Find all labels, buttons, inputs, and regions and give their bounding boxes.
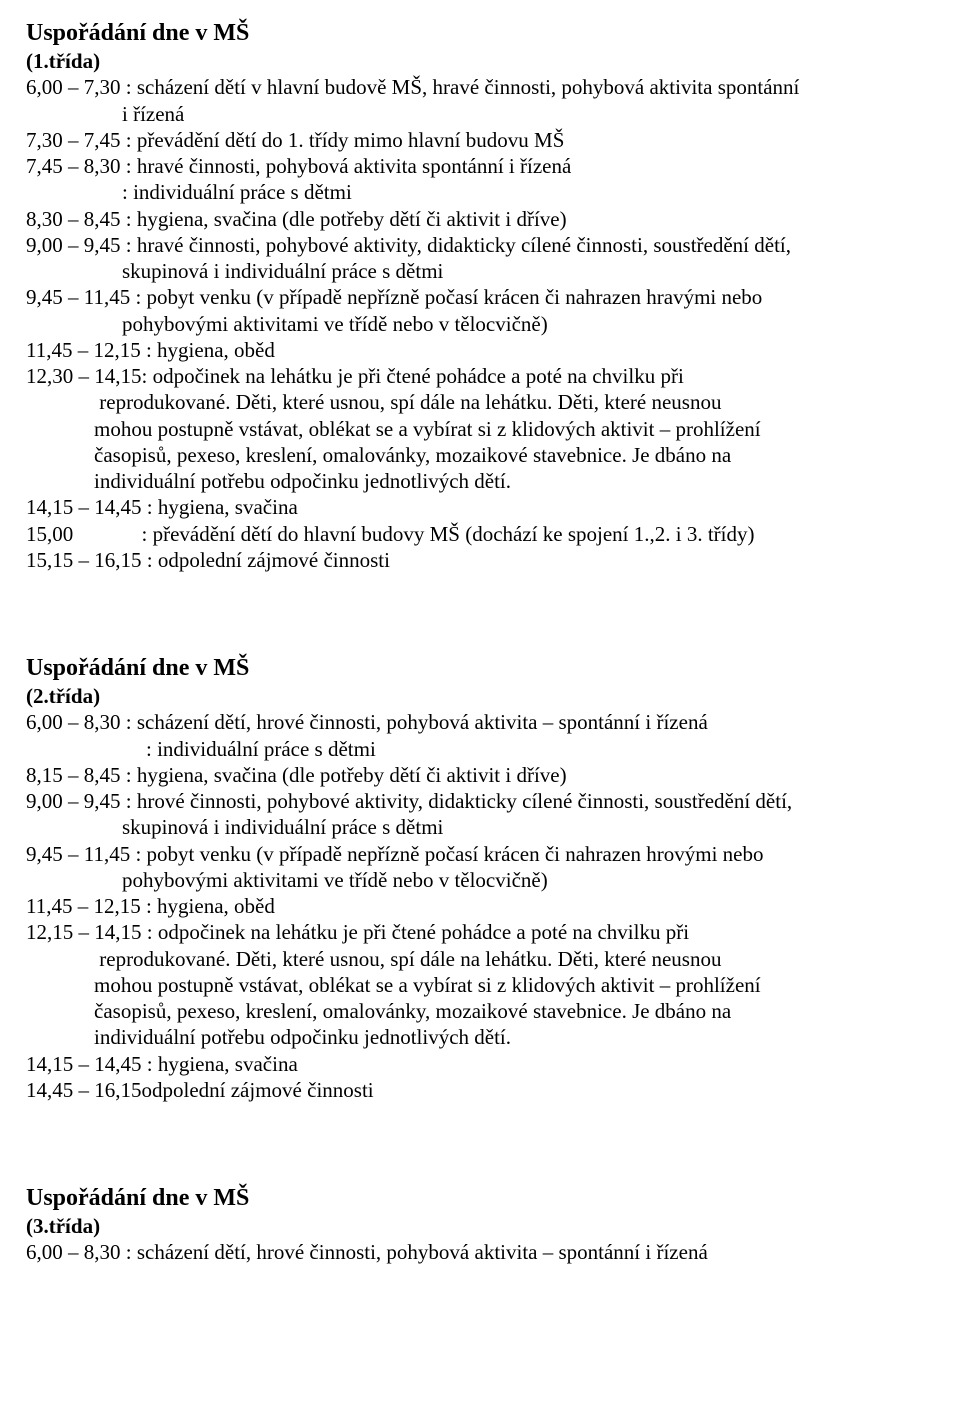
section-2: Uspořádání dne v MŠ(2.třída)6,00 – 8,30 …	[26, 653, 934, 1103]
schedule-line: 8,30 – 8,45 : hygiena, svačina (dle potř…	[26, 206, 934, 232]
section-3: Uspořádání dne v MŠ(3.třída)6,00 – 8,30 …	[26, 1183, 934, 1266]
schedule-line: : individuální práce s dětmi	[26, 179, 934, 205]
schedule-line: 11,45 – 12,15 : hygiena, oběd	[26, 337, 934, 363]
section-subheading: (2.třída)	[26, 683, 934, 709]
schedule-line: pohybovými aktivitami ve třídě nebo v tě…	[26, 867, 934, 893]
schedule-line: 8,15 – 8,45 : hygiena, svačina (dle potř…	[26, 762, 934, 788]
schedule-line: časopisů, pexeso, kreslení, omalovánky, …	[26, 442, 934, 468]
section-subheading: (3.třída)	[26, 1213, 934, 1239]
section-subheading: (1.třída)	[26, 48, 934, 74]
schedule-line: 6,00 – 8,30 : scházení dětí, hrové činno…	[26, 709, 934, 735]
schedule-line: 12,15 – 14,15 : odpočinek na lehátku je …	[26, 919, 934, 945]
schedule-line: 11,45 – 12,15 : hygiena, oběd	[26, 893, 934, 919]
schedule-line: 7,30 – 7,45 : převádění dětí do 1. třídy…	[26, 127, 934, 153]
schedule-line: skupinová i individuální práce s dětmi	[26, 814, 934, 840]
schedule-line: 9,45 – 11,45 : pobyt venku (v případě ne…	[26, 284, 934, 310]
schedule-line: : individuální práce s dětmi	[26, 736, 934, 762]
schedule-line: 14,15 – 14,45 : hygiena, svačina	[26, 494, 934, 520]
schedule-line: 12,30 – 14,15: odpočinek na lehátku je p…	[26, 363, 934, 389]
schedule-line: skupinová i individuální práce s dětmi	[26, 258, 934, 284]
schedule-line: pohybovými aktivitami ve třídě nebo v tě…	[26, 311, 934, 337]
schedule-line: 7,45 – 8,30 : hravé činnosti, pohybová a…	[26, 153, 934, 179]
schedule-line: 15,00 : převádění dětí do hlavní budovy …	[26, 521, 934, 547]
schedule-line: individuální potřebu odpočinku jednotliv…	[26, 468, 934, 494]
section-heading: Uspořádání dne v MŠ	[26, 653, 934, 683]
section-1: Uspořádání dne v MŠ(1.třída)6,00 – 7,30 …	[26, 18, 934, 573]
section-heading: Uspořádání dne v MŠ	[26, 1183, 934, 1213]
schedule-line: mohou postupně vstávat, oblékat se a vyb…	[26, 416, 934, 442]
schedule-line: reprodukované. Děti, které usnou, spí dá…	[26, 389, 934, 415]
section-heading: Uspořádání dne v MŠ	[26, 18, 934, 48]
schedule-line: 9,00 – 9,45 : hrové činnosti, pohybové a…	[26, 788, 934, 814]
schedule-line: 14,45 – 16,15odpolední zájmové činnosti	[26, 1077, 934, 1103]
schedule-line: individuální potřebu odpočinku jednotliv…	[26, 1024, 934, 1050]
schedule-line: časopisů, pexeso, kreslení, omalovánky, …	[26, 998, 934, 1024]
schedule-line: 9,45 – 11,45 : pobyt venku (v případě ne…	[26, 841, 934, 867]
schedule-line: i řízená	[26, 101, 934, 127]
schedule-line: 15,15 – 16,15 : odpolední zájmové činnos…	[26, 547, 934, 573]
schedule-line: 6,00 – 8,30 : scházení dětí, hrové činno…	[26, 1239, 934, 1265]
schedule-line: 14,15 – 14,45 : hygiena, svačina	[26, 1051, 934, 1077]
schedule-line: mohou postupně vstávat, oblékat se a vyb…	[26, 972, 934, 998]
document-root: Uspořádání dne v MŠ(1.třída)6,00 – 7,30 …	[26, 18, 934, 1266]
schedule-line: 9,00 – 9,45 : hravé činnosti, pohybové a…	[26, 232, 934, 258]
schedule-line: reprodukované. Děti, které usnou, spí dá…	[26, 946, 934, 972]
schedule-line: 6,00 – 7,30 : scházení dětí v hlavní bud…	[26, 74, 934, 100]
